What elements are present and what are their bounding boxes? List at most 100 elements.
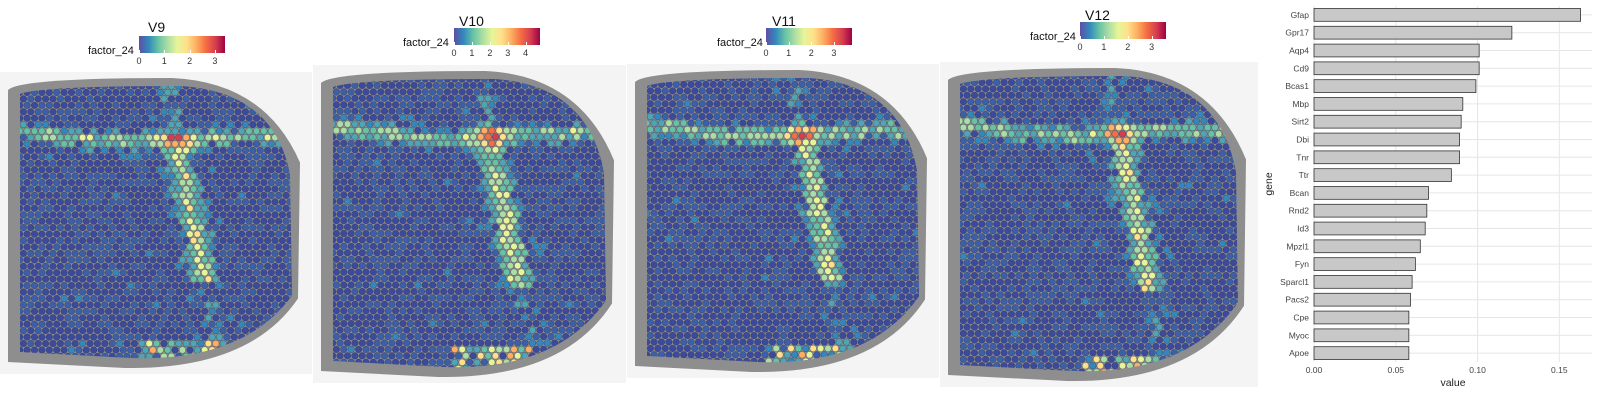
spot <box>891 126 899 133</box>
spot <box>691 126 699 133</box>
spot <box>658 171 665 179</box>
spot <box>101 249 109 257</box>
spot <box>260 295 268 302</box>
spot <box>45 346 53 354</box>
spot <box>499 159 507 167</box>
spot <box>149 101 157 109</box>
spot <box>783 145 791 153</box>
spot <box>105 114 112 122</box>
spot <box>488 358 496 366</box>
spot <box>728 241 736 249</box>
spot <box>492 339 499 347</box>
spot <box>898 138 906 146</box>
spot <box>517 165 525 173</box>
spot <box>421 268 429 276</box>
spot <box>116 198 124 206</box>
spot <box>267 166 275 174</box>
spot <box>661 126 669 133</box>
spot <box>388 107 396 115</box>
spot <box>894 132 902 140</box>
spot <box>547 255 555 263</box>
spot <box>451 242 459 250</box>
spot <box>260 217 268 225</box>
spot <box>529 236 536 244</box>
spot <box>529 94 536 102</box>
spot <box>145 340 153 347</box>
spot <box>577 281 585 289</box>
spot <box>506 81 514 89</box>
spot <box>358 159 366 167</box>
spot <box>414 320 422 328</box>
spot <box>75 230 83 238</box>
spot <box>369 281 377 289</box>
spot <box>558 288 566 295</box>
spot <box>355 165 363 173</box>
spot <box>554 101 562 109</box>
spot <box>108 108 116 116</box>
spot <box>876 126 884 133</box>
spot <box>127 282 135 290</box>
spot <box>695 106 702 114</box>
spot <box>529 172 536 180</box>
spot <box>249 249 257 257</box>
spot <box>857 196 865 204</box>
spot <box>164 243 172 251</box>
spot <box>112 320 120 328</box>
spot <box>264 249 272 257</box>
spot <box>119 88 127 96</box>
spot <box>488 101 496 109</box>
spot <box>75 153 83 161</box>
spot <box>880 132 887 140</box>
spot <box>421 255 429 263</box>
spot <box>164 204 172 212</box>
spot <box>75 346 83 354</box>
spot <box>798 132 806 140</box>
spot <box>573 197 581 205</box>
spot <box>134 88 142 96</box>
spot <box>410 249 418 257</box>
spot <box>698 254 706 262</box>
spot <box>902 171 910 179</box>
spot <box>186 179 194 187</box>
spot <box>156 153 164 161</box>
spot <box>447 352 455 360</box>
spot <box>82 166 90 174</box>
spot <box>171 230 179 238</box>
spot <box>267 217 275 225</box>
spot <box>525 307 533 315</box>
spot <box>455 339 462 347</box>
spot <box>171 114 179 122</box>
spot <box>902 248 910 256</box>
spot <box>212 327 220 335</box>
spot <box>90 269 98 277</box>
spot <box>208 127 216 135</box>
spot <box>358 184 366 192</box>
spot <box>208 114 216 122</box>
spot <box>414 217 422 225</box>
spot <box>503 79 511 83</box>
spot <box>547 165 555 173</box>
spot <box>887 183 895 191</box>
spot <box>138 314 146 322</box>
spot <box>278 249 286 257</box>
spot <box>510 127 518 134</box>
spot <box>440 172 448 180</box>
spot <box>558 107 566 115</box>
spot <box>846 190 854 198</box>
spot <box>212 237 220 244</box>
spot <box>861 203 869 211</box>
spot <box>27 198 35 206</box>
spot <box>462 172 470 180</box>
spot <box>765 190 773 198</box>
spot <box>264 134 272 141</box>
spot <box>787 87 795 95</box>
spot <box>212 275 220 283</box>
spot <box>798 235 806 243</box>
spot <box>241 249 249 257</box>
spot <box>27 301 35 309</box>
spot <box>119 320 127 328</box>
spot <box>554 242 562 250</box>
spot <box>695 145 702 153</box>
spot <box>373 300 381 308</box>
spot <box>850 209 858 217</box>
